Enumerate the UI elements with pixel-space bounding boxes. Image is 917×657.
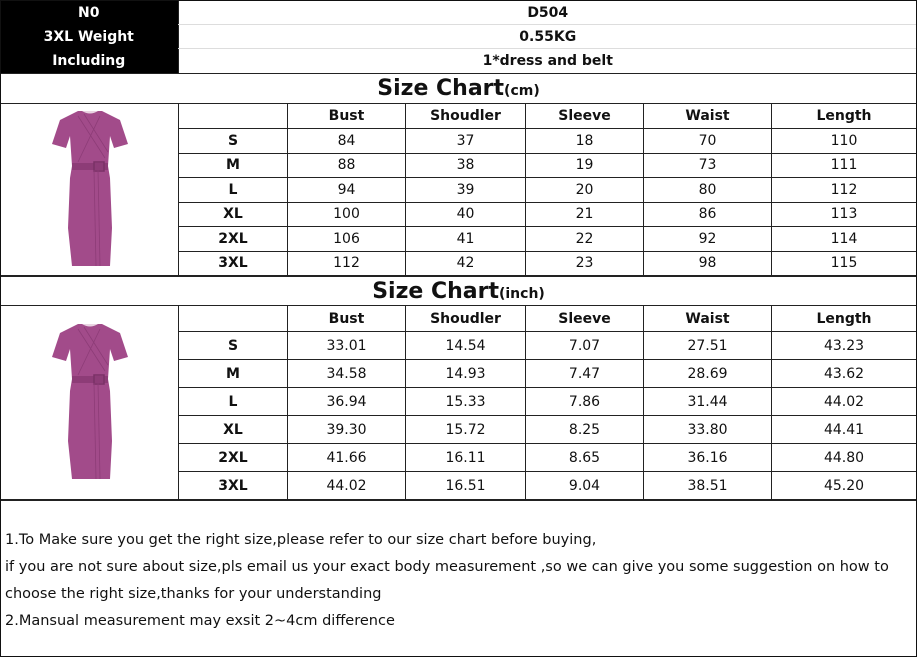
measurement-cell: 33.80 xyxy=(643,415,772,444)
column-header: Length xyxy=(771,103,917,129)
measurement-cell: 44.02 xyxy=(287,471,406,500)
column-header: Bust xyxy=(287,103,406,129)
dress-image xyxy=(51,323,128,479)
size-table-cm: Bust Shoudler Sleeve Waist Length S 84 37 18 70 11… xyxy=(0,103,917,276)
measurement-cell: 41 xyxy=(405,226,526,252)
notes: 1.To Make sure you get the right size,pl… xyxy=(0,500,917,657)
measurement-cell: 92 xyxy=(643,226,772,252)
info-label: Including xyxy=(0,48,178,74)
size-label: S xyxy=(178,331,288,360)
size-label: 2XL xyxy=(178,226,288,252)
measurement-cell: 111 xyxy=(771,152,917,178)
info-label: N0 xyxy=(0,0,178,25)
measurement-cell: 23 xyxy=(525,250,644,276)
unit-text: (cm) xyxy=(504,83,540,99)
table-row: L 36.94 15.33 7.86 31.44 44.02 xyxy=(1,387,917,416)
measurement-cell: 70 xyxy=(643,128,772,154)
measurement-cell: 42 xyxy=(405,250,526,276)
measurement-cell: 44.02 xyxy=(771,387,917,416)
product-info-table: N0 D504 3XL Weight 0.55KG Including 1*dress a… xyxy=(0,0,917,74)
title-text: Size Chart xyxy=(372,279,499,304)
measurement-cell: 28.69 xyxy=(643,359,772,388)
dress-image xyxy=(51,110,128,266)
info-value: 1*dress and belt xyxy=(177,48,917,74)
measurement-cell: 21 xyxy=(525,201,644,227)
measurement-cell: 84 xyxy=(287,128,406,154)
column-header: Waist xyxy=(643,103,772,129)
note-line: 2.Mansual measurement may exsit 2~4cm di… xyxy=(5,613,395,629)
unit-text: (inch) xyxy=(498,286,545,302)
column-header: Sleeve xyxy=(525,305,644,332)
measurement-cell: 38.51 xyxy=(643,471,772,500)
measurement-cell: 7.86 xyxy=(525,387,644,416)
title-text: Size Chart xyxy=(377,76,505,101)
measurement-cell: 37 xyxy=(405,128,526,154)
table-row: XL 100 40 21 86 113 xyxy=(1,201,917,227)
measurement-cell: 36.94 xyxy=(287,387,406,416)
empty-header-cell xyxy=(178,305,288,332)
measurement-cell: 114 xyxy=(771,226,917,252)
measurement-cell: 112 xyxy=(287,250,406,276)
column-header: Shoudler xyxy=(405,103,526,129)
table-row: S 33.01 14.54 7.07 27.51 43.23 xyxy=(1,331,917,360)
measurement-cell: 41.66 xyxy=(287,443,406,472)
measurement-cell: 106 xyxy=(287,226,406,252)
measurement-cell: 16.51 xyxy=(405,471,526,500)
table-row: M 88 38 19 73 111 xyxy=(1,152,917,178)
note-line: if you are not sure about size,pls email… xyxy=(5,559,889,602)
size-chart-cm-title: Size Chart(cm) xyxy=(0,73,917,104)
table-row: 3XL 112 42 23 98 115 xyxy=(1,250,917,276)
info-label: 3XL Weight xyxy=(0,24,178,49)
measurement-cell: 20 xyxy=(525,177,644,203)
note-line: 1.To Make sure you get the right size,pl… xyxy=(5,532,597,548)
table-row: XL 39.30 15.72 8.25 33.80 44.41 xyxy=(1,415,917,444)
empty-header-cell xyxy=(178,103,288,129)
measurement-cell: 115 xyxy=(771,250,917,276)
measurement-cell: 36.16 xyxy=(643,443,772,472)
size-label: XL xyxy=(178,201,288,227)
dress-image-cell xyxy=(0,305,179,500)
measurement-cell: 45.20 xyxy=(771,471,917,500)
measurement-cell: 27.51 xyxy=(643,331,772,360)
measurement-cell: 39 xyxy=(405,177,526,203)
size-label: 3XL xyxy=(178,471,288,500)
table-row: 3XL 44.02 16.51 9.04 38.51 45.20 xyxy=(1,471,917,500)
measurement-cell: 40 xyxy=(405,201,526,227)
table-row: L 94 39 20 80 112 xyxy=(1,177,917,203)
size-table-inch: Bust Shoudler Sleeve Waist Length S 33.01 14.54… xyxy=(0,305,917,500)
measurement-cell: 19 xyxy=(525,152,644,178)
dress-image-cell xyxy=(0,103,179,276)
measurement-cell: 86 xyxy=(643,201,772,227)
measurement-cell: 15.33 xyxy=(405,387,526,416)
column-header: Sleeve xyxy=(525,103,644,129)
size-label: L xyxy=(178,177,288,203)
measurement-cell: 88 xyxy=(287,152,406,178)
size-label: 3XL xyxy=(178,250,288,276)
column-header: Length xyxy=(771,305,917,332)
measurement-cell: 9.04 xyxy=(525,471,644,500)
measurement-cell: 7.07 xyxy=(525,331,644,360)
column-header: Bust xyxy=(287,305,406,332)
